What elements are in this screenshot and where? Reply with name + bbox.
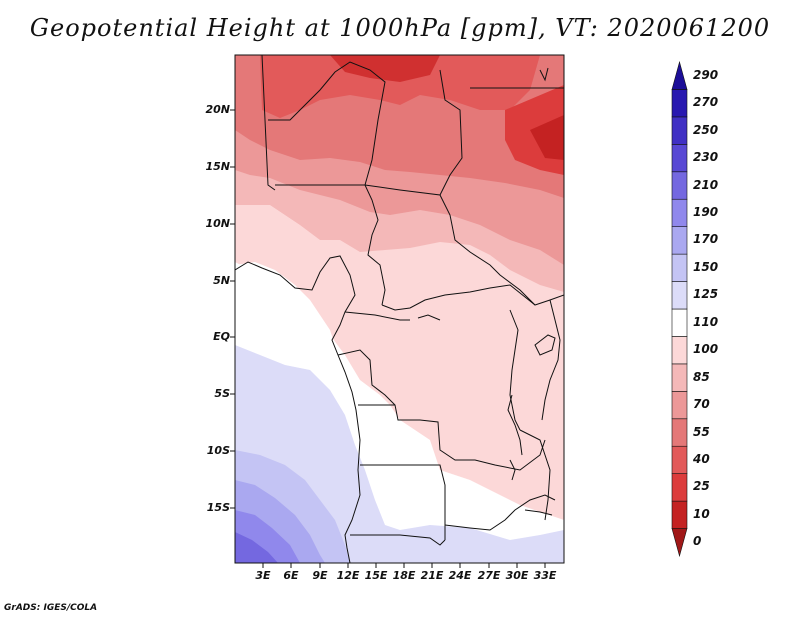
- lat-label-15s: 15S: [206, 501, 230, 514]
- colorbar-level-label: 250: [693, 122, 719, 137]
- colorbar-level-label: 170: [693, 232, 719, 247]
- colorbar-level-label: 0: [693, 534, 702, 549]
- colorbar-segment: [671, 226, 688, 255]
- colorbar-segment: [671, 500, 688, 529]
- colorbar-level-label: 40: [693, 451, 710, 466]
- colorbar-segment: [671, 144, 688, 173]
- colorbar-segment: [671, 198, 688, 227]
- colorbar-level-label: 55: [693, 424, 710, 439]
- colorbar-segment: [671, 336, 688, 365]
- lat-label-10n: 10N: [205, 217, 230, 230]
- colorbar-segment: [671, 171, 688, 200]
- lon-label-21e: 21E: [420, 569, 444, 582]
- footer-credit: GrADS: IGES/COLA: [4, 603, 98, 613]
- colorbar-level-label: 10: [693, 506, 710, 521]
- lon-label-9e: 9E: [312, 569, 328, 582]
- colorbar-segment: [671, 308, 688, 337]
- colorbar-segment: [671, 116, 688, 145]
- colorbar-segment: [671, 391, 688, 420]
- colorbar-level-label: 25: [693, 479, 710, 494]
- lon-label-6e: 6E: [283, 569, 299, 582]
- colorbar-segment: [671, 89, 688, 118]
- lon-label-18e: 18E: [392, 569, 416, 582]
- lat-label-eq: EQ: [213, 330, 230, 343]
- colorbar-segment: [671, 418, 688, 447]
- shaded-field: [235, 55, 564, 563]
- lat-label-20n: 20N: [205, 103, 230, 116]
- lat-label-5s: 5S: [214, 387, 230, 400]
- lon-label-27e: 27E: [477, 569, 501, 582]
- colorbar-segment: [671, 60, 688, 90]
- colorbar-segment: [671, 253, 688, 282]
- lon-label-24e: 24E: [448, 569, 472, 582]
- colorbar: [671, 60, 688, 558]
- colorbar-level-label: 100: [693, 342, 719, 357]
- colorbar-level-label: 85: [693, 369, 710, 384]
- colorbar-segment: [671, 473, 688, 502]
- lat-label-5n: 5N: [213, 274, 230, 287]
- colorbar-level-label: 190: [693, 204, 719, 219]
- lon-label-12e: 12E: [336, 569, 360, 582]
- colorbar-level-label: 125: [693, 287, 719, 302]
- lon-label-15e: 15E: [364, 569, 388, 582]
- colorbar-level-label: 70: [693, 397, 710, 412]
- lon-label-3e: 3E: [255, 569, 271, 582]
- colorbar-segment: [671, 445, 688, 474]
- lon-ticks: [262, 563, 546, 568]
- map-title: Geopotential Height at 1000hPa [gpm], VT…: [29, 14, 771, 42]
- lat-label-15n: 15N: [205, 160, 230, 173]
- colorbar-segment: [671, 528, 688, 558]
- colorbar-segment: [671, 281, 688, 310]
- colorbar-level-label: 270: [693, 95, 719, 110]
- colorbar-level-label: 150: [693, 259, 719, 274]
- colorbar-level-label: 230: [693, 150, 719, 165]
- colorbar-segment: [671, 363, 688, 392]
- lat-ticks: [230, 109, 235, 509]
- lat-label-10s: 10S: [206, 444, 230, 457]
- lon-label-33e: 33E: [533, 569, 557, 582]
- lon-label-30e: 30E: [505, 569, 529, 582]
- colorbar-level-label: 290: [693, 67, 719, 82]
- colorbar-level-label: 110: [693, 314, 719, 329]
- colorbar-level-label: 210: [693, 177, 719, 192]
